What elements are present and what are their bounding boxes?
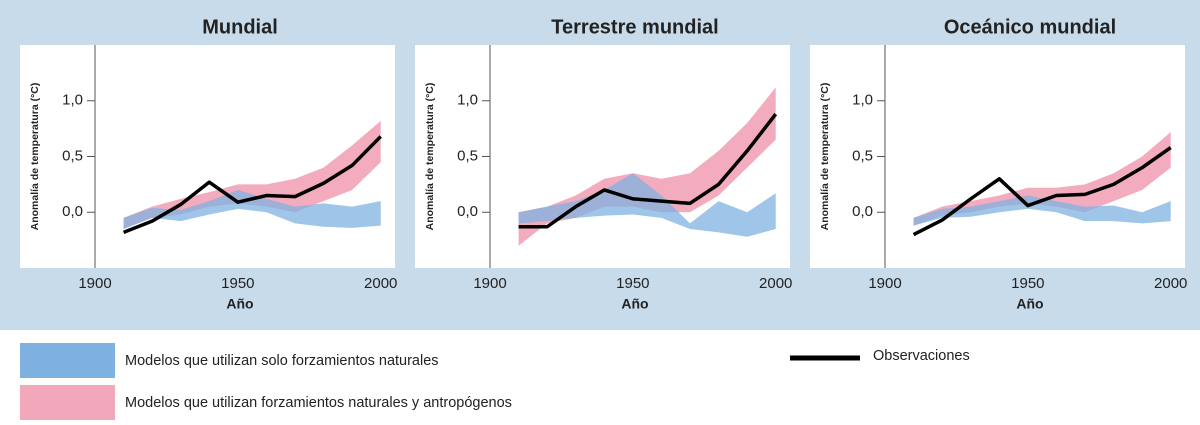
y-tick-label: 0,0: [457, 203, 478, 220]
chart-title: Mundial: [202, 16, 278, 38]
observation-line: [122, 135, 382, 234]
model-band: [913, 131, 1171, 226]
y-tick-label: 1,0: [457, 92, 478, 109]
x-tick-label: 1900: [868, 275, 901, 292]
y-axis-label: Anomalía de temperatura (°C): [29, 83, 41, 231]
x-tick-label: 2000: [364, 275, 397, 292]
y-axis-label: Anomalía de temperatura (°C): [819, 83, 831, 231]
y-tick-label: 0,5: [62, 147, 83, 164]
legend-label: Observaciones: [873, 348, 970, 364]
x-tick-label: 1950: [221, 275, 254, 292]
chart-title: Oceánico mundial: [944, 16, 1116, 38]
y-axis-label: Anomalía de temperatura (°C): [424, 83, 436, 231]
x-tick-label: 1900: [473, 275, 506, 292]
model-band: [913, 195, 1171, 226]
x-tick-label: 1950: [616, 275, 649, 292]
legend-label: Modelos que utilizan solo forzamientos n…: [125, 353, 439, 369]
y-tick-label: 0,0: [852, 203, 873, 220]
y-tick-label: 1,0: [852, 92, 873, 109]
x-tick-label: 1950: [1011, 275, 1044, 292]
x-tick-label: 2000: [759, 275, 792, 292]
x-axis-label: Año: [1016, 296, 1043, 312]
y-tick-label: 0,5: [457, 147, 478, 164]
x-axis-label: Año: [621, 296, 648, 312]
model-band: [123, 120, 381, 229]
observation-line: [912, 146, 1172, 237]
y-tick-label: 0,5: [852, 147, 873, 164]
legend-swatch: [20, 343, 115, 378]
plot-area: [20, 45, 395, 268]
x-axis-label: Año: [226, 296, 253, 312]
chart-title: Terrestre mundial: [551, 16, 718, 38]
legend-swatch: [20, 385, 115, 420]
x-tick-label: 2000: [1154, 275, 1187, 292]
observation-line: [518, 113, 778, 229]
model-band: [518, 173, 776, 237]
y-tick-label: 1,0: [62, 92, 83, 109]
plot-area: [810, 45, 1185, 268]
y-tick-label: 0,0: [62, 203, 83, 220]
x-tick-label: 1900: [78, 275, 111, 292]
legend-label: Modelos que utilizan forzamientos natura…: [125, 395, 512, 411]
model-band: [123, 189, 381, 229]
